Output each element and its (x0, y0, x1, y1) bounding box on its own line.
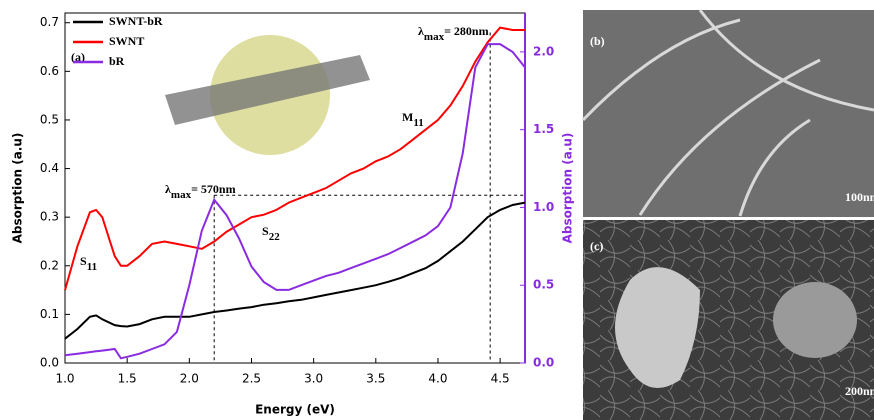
annotation-sub: 22 (269, 231, 281, 243)
annotation: S22 (262, 224, 280, 243)
annotation-text: M (402, 110, 413, 124)
sem-c (583, 220, 874, 420)
y-axis-label: Absorption (a.u) (11, 133, 25, 244)
x-tick-label: 4.5 (491, 372, 510, 386)
x-tick-label: 3.5 (366, 372, 385, 386)
y-tick-label: 0.3 (40, 210, 59, 224)
legend-label: SWNT (109, 34, 144, 48)
y-tick-label: 0.4 (40, 161, 59, 175)
y-tick-label: 0.6 (40, 64, 59, 78)
legend-label: SWNT-bR (109, 14, 163, 28)
annotation: λmax= 280nm (418, 24, 489, 43)
sem-b (583, 10, 874, 217)
y2-tick-label: 2.0 (533, 44, 554, 58)
annotation: λmax= 570nm (165, 182, 236, 201)
panel-label: (c) (590, 239, 603, 253)
y2-tick-label: 0.5 (533, 278, 554, 292)
annotation-sub: max (171, 189, 192, 201)
panel-label: (b) (590, 34, 605, 48)
y-tick-label: 0.2 (40, 258, 59, 272)
x-tick-label: 1.0 (55, 372, 74, 386)
annotation: S11 (80, 254, 97, 273)
inset (165, 35, 370, 155)
x-tick-label: 4.0 (428, 372, 447, 386)
y2-tick-label: 1.0 (533, 200, 554, 214)
annotation-rest: = 280nm (444, 24, 489, 38)
y-tick-label: 0.1 (40, 307, 59, 321)
legend-label: bR (109, 54, 125, 68)
series-line (65, 203, 525, 339)
x-tick-label: 1.5 (118, 372, 137, 386)
scale-label: 200nm (845, 384, 874, 398)
y-tick-label: 0.0 (40, 356, 59, 370)
y2-tick-label: 0.0 (533, 356, 554, 370)
x-tick-label: 3.0 (304, 372, 323, 386)
annotation-sub: max (424, 31, 445, 43)
x-axis-label: Energy (eV) (255, 403, 335, 417)
annotation-rest: = 570nm (191, 182, 236, 196)
y2-tick-label: 1.5 (533, 122, 554, 136)
annotation-sub: 11 (413, 117, 423, 129)
x-tick-label: 2.5 (242, 372, 261, 386)
figure: 1.0 1.5 2.0 2.5 3.0 3.5 4.0 4.5 0.0 0.1 0.2 0.3 0.4 0… (0, 0, 874, 420)
y2-axis-label: Absorption (a.u) (561, 133, 575, 244)
scale-label: 100nm (845, 190, 874, 204)
y-tick-label: 0.7 (40, 15, 59, 29)
annotation-sub: 11 (87, 261, 97, 273)
y-tick-label: 0.5 (40, 112, 59, 126)
x-tick-label: 2.0 (180, 372, 199, 386)
annotation: M11 (402, 110, 424, 129)
